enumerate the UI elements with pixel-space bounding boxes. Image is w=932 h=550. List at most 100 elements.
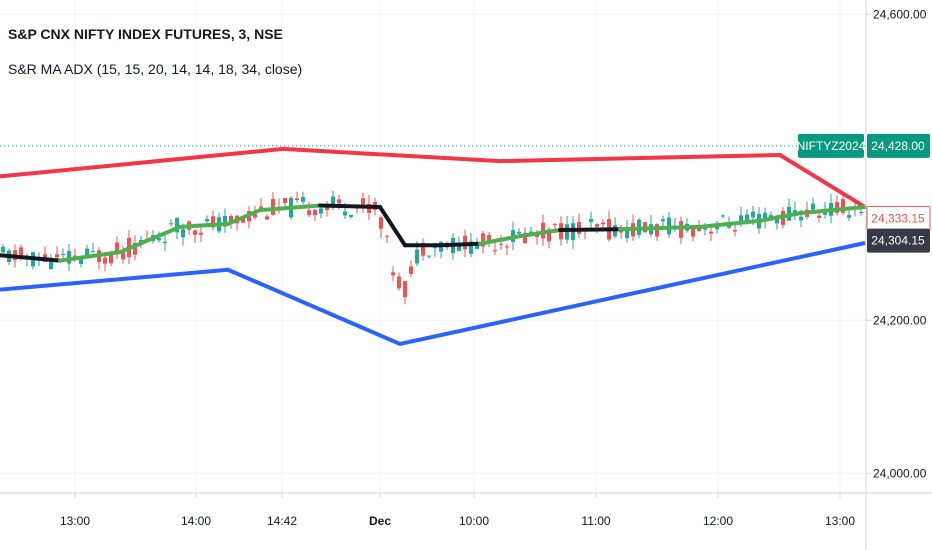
candle-body (229, 215, 233, 222)
candle-body (589, 219, 593, 223)
price-badges: NIFTYZ2024 24,428.00 24,333.15 24,304.15 (797, 133, 931, 253)
candle-body (181, 229, 185, 238)
moving-average-segment (698, 218, 762, 229)
candle-body (109, 251, 113, 264)
candle-body (253, 214, 257, 218)
candle-body (259, 206, 263, 208)
candle-body (799, 216, 803, 221)
candle-body (847, 215, 851, 218)
ma-badge (867, 228, 930, 253)
candle-body (745, 214, 749, 222)
last-price-badge-label: 24,428.00 (871, 139, 925, 153)
candle-body (715, 226, 719, 230)
resistance-line (0, 146, 867, 209)
candle-body (775, 216, 779, 224)
moving-average-segment (226, 208, 262, 226)
time-tick-label: Dec (369, 514, 391, 528)
plot-area (0, 145, 867, 346)
time-axis[interactable]: 13:00 14:00 14:42 Dec 10:00 11:00 12:00 13:00 (0, 492, 932, 528)
moving-average-segment (178, 221, 230, 229)
candle-body (595, 224, 599, 227)
candle-body (709, 231, 713, 234)
candle-body (379, 217, 383, 229)
candle-body (67, 251, 71, 264)
candle-body (211, 216, 215, 228)
moving-average-segment (438, 241, 482, 248)
time-tick-label: 13:00 (825, 514, 855, 528)
candle-body (523, 232, 527, 244)
candle-body (325, 207, 329, 210)
candle-body (409, 266, 413, 274)
symbol-title: S&P CNX NIFTY INDEX FUTURES, 3, NSE (8, 26, 283, 42)
candle-body (199, 232, 203, 235)
time-tick-label: 14:42 (267, 514, 297, 528)
candle-body (79, 257, 83, 264)
candle-body (487, 235, 491, 243)
candle-body (361, 198, 365, 205)
moving-average-segment (378, 205, 407, 248)
candle-body (103, 257, 107, 264)
candle-body (433, 246, 437, 249)
grid-lines (0, 0, 865, 493)
candle-body (283, 198, 287, 203)
candle-body (475, 244, 479, 249)
candle-body (265, 216, 269, 220)
moving-average-segment (758, 211, 802, 223)
candle-body (427, 255, 431, 257)
symbol-badge-label: NIFTYZ2024 (797, 139, 866, 153)
time-tick-label: 12:00 (703, 514, 733, 528)
candle-body (133, 243, 137, 255)
candle-body (421, 242, 425, 256)
candle-body (115, 242, 119, 253)
moving-average-segment (118, 224, 182, 255)
candle-body (337, 199, 341, 204)
candle-body (661, 219, 665, 222)
candle-body (703, 227, 707, 230)
candle-body (601, 222, 605, 225)
moving-average-segment (798, 205, 867, 216)
candle-body (61, 253, 65, 255)
candle-body (313, 209, 317, 216)
candle-body (811, 203, 815, 210)
ma-badge-label: 24,304.15 (871, 234, 925, 248)
moving-average-segment (258, 203, 322, 213)
candle-body (499, 243, 503, 245)
candle-body (349, 215, 353, 217)
candle-body (697, 228, 701, 232)
time-tick-label: 11:00 (581, 514, 610, 528)
candle-body (655, 224, 659, 237)
moving-average-segment (318, 203, 382, 210)
time-tick-label: 13:00 (60, 514, 90, 528)
candle-body (121, 251, 125, 260)
candle-body (19, 247, 23, 257)
candle-body (343, 211, 347, 216)
candle-body (193, 230, 197, 235)
price-tick-label: 24,600.00 (873, 7, 927, 21)
candle-body (295, 198, 299, 200)
candle-body (271, 199, 275, 215)
candle-body (139, 240, 143, 242)
candle-body (721, 215, 725, 217)
candle-body (859, 212, 863, 214)
price-axis[interactable]: 24,000.00 24,200.00 24,600.00 (865, 0, 927, 550)
candle-body (205, 218, 209, 222)
candle-body (691, 226, 695, 237)
candle-body (469, 241, 473, 254)
moving-average-segment (518, 227, 562, 239)
candle-body (625, 227, 629, 239)
symbol-badge (798, 133, 864, 158)
candle-body (505, 246, 509, 248)
candle-body (763, 212, 767, 222)
candle-body (241, 217, 245, 223)
candle-body (223, 216, 227, 227)
candle-body (319, 208, 323, 214)
candle-body (481, 233, 485, 247)
candle-body (85, 248, 89, 257)
candle-body (397, 276, 401, 289)
candle-body (457, 242, 461, 252)
time-tick-label: 10:00 (459, 514, 489, 528)
candle-body (547, 229, 551, 242)
candle-body (733, 230, 737, 232)
candle-body (91, 251, 95, 253)
